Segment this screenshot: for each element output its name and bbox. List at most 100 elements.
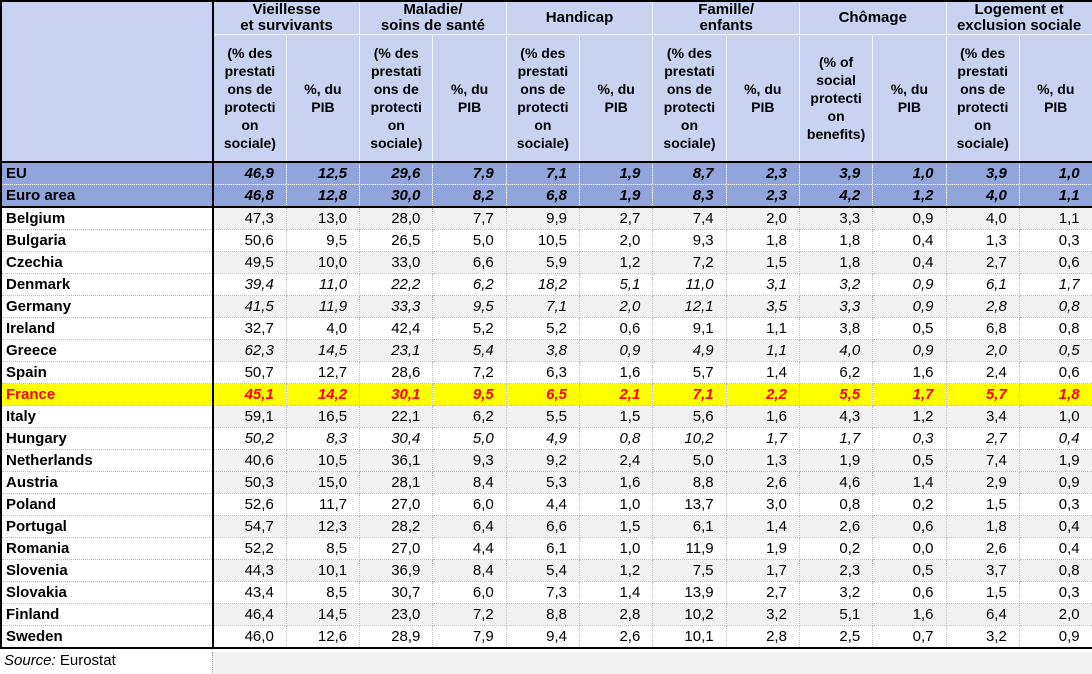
value-cell: 6,6 — [505, 514, 581, 538]
value-cell: 0,4 — [1018, 426, 1092, 450]
value-cell: 1,7 — [725, 426, 800, 450]
value-cell: 6,8 — [505, 183, 581, 208]
table-row: Sweden 46,0 12,6 28,9 7,9 9,4 2,6 10,1 2,8 2,5 0,7… — [0, 624, 1092, 648]
value-cell: 9,9 — [505, 206, 581, 230]
value-cell: 7,2 — [652, 250, 727, 274]
value-cell: 14,5 — [285, 602, 361, 626]
sub-header-share: (% des prestati ons de protecti on socia… — [505, 34, 581, 163]
value-cell: 8,8 — [505, 602, 581, 626]
value-cell: 10,2 — [652, 426, 727, 450]
sub-header-gdp: %, du PIB — [285, 34, 361, 163]
value-cell: 2,0 — [579, 228, 654, 252]
value-cell: 2,2 — [725, 382, 800, 406]
value-cell: 0,9 — [872, 338, 947, 362]
category-header: Chômage — [798, 0, 947, 35]
value-cell: 1,8 — [725, 228, 800, 252]
value-cell: 0,7 — [872, 624, 947, 648]
value-cell: 5,3 — [505, 470, 581, 494]
value-cell: 28,9 — [359, 624, 434, 648]
value-cell: 22,1 — [359, 404, 434, 428]
value-cell: 47,3 — [212, 206, 287, 230]
table-row: Ireland 32,7 4,0 42,4 5,2 5,2 0,6 9,1 1,1 3,8 0,5 6… — [0, 316, 1092, 340]
value-cell: 9,5 — [432, 294, 507, 318]
value-cell: 0,9 — [1018, 470, 1092, 494]
value-cell: 3,2 — [798, 272, 874, 296]
category-header: Vieillesse et survivants — [212, 0, 361, 35]
value-cell: 2,0 — [725, 206, 800, 230]
value-cell: 7,4 — [945, 448, 1020, 472]
country-cell: Netherlands — [0, 448, 214, 472]
value-cell: 11,9 — [652, 536, 727, 560]
table-row: Czechia 49,5 10,0 33,0 6,6 5,9 1,2 7,2 1,5 1,8 0,4… — [0, 250, 1092, 274]
value-cell: 3,9 — [798, 161, 874, 185]
value-cell: 5,4 — [432, 338, 507, 362]
value-cell: 39,4 — [212, 272, 287, 296]
value-cell: 1,6 — [725, 404, 800, 428]
value-cell: 9,3 — [432, 448, 507, 472]
value-cell: 1,8 — [798, 228, 874, 252]
value-cell: 2,6 — [798, 514, 874, 538]
value-cell: 6,2 — [432, 404, 507, 428]
value-cell: 41,5 — [212, 294, 287, 318]
country-cell: Poland — [0, 492, 214, 516]
value-cell: 5,0 — [652, 448, 727, 472]
value-cell: 2,3 — [725, 183, 800, 208]
source-label: Source: — [4, 651, 56, 669]
value-cell: 1,0 — [579, 536, 654, 560]
value-cell: 1,2 — [872, 404, 947, 428]
country-cell: Denmark — [0, 272, 214, 296]
value-cell: 0,9 — [872, 272, 947, 296]
value-cell: 1,7 — [798, 426, 874, 450]
value-cell: 59,1 — [212, 404, 287, 428]
value-cell: 2,9 — [945, 470, 1020, 494]
value-cell: 45,1 — [212, 382, 287, 406]
value-cell: 10,0 — [285, 250, 361, 274]
value-cell: 3,8 — [505, 338, 581, 362]
value-cell: 10,5 — [285, 448, 361, 472]
value-cell: 1,2 — [579, 250, 654, 274]
value-cell: 6,0 — [432, 492, 507, 516]
value-cell: 50,6 — [212, 228, 287, 252]
value-cell: 5,1 — [798, 602, 874, 626]
value-cell: 30,0 — [359, 183, 434, 208]
value-cell: 3,7 — [945, 558, 1020, 582]
value-cell: 1,1 — [1018, 206, 1092, 230]
value-cell: 22,2 — [359, 272, 434, 296]
value-cell: 3,5 — [725, 294, 800, 318]
value-cell: 1,3 — [725, 448, 800, 472]
sheet-background-strip — [212, 651, 1092, 674]
value-cell: 5,2 — [432, 316, 507, 340]
value-cell: 1,2 — [872, 183, 947, 208]
value-cell: 8,7 — [652, 161, 727, 185]
value-cell: 12,5 — [285, 161, 361, 185]
value-cell: 0,5 — [1018, 338, 1092, 362]
value-cell: 9,5 — [432, 382, 507, 406]
value-cell: 4,4 — [505, 492, 581, 516]
value-cell: 2,7 — [945, 250, 1020, 274]
value-cell: 0,4 — [1018, 536, 1092, 560]
value-cell: 32,7 — [212, 316, 287, 340]
value-cell: 1,5 — [945, 580, 1020, 604]
value-cell: 8,8 — [652, 470, 727, 494]
value-cell: 0,5 — [872, 558, 947, 582]
value-cell: 52,2 — [212, 536, 287, 560]
footer: Source: Eurostat — [0, 648, 1092, 674]
value-cell: 26,5 — [359, 228, 434, 252]
value-cell: 9,5 — [285, 228, 361, 252]
value-cell: 1,4 — [725, 360, 800, 384]
value-cell: 8,3 — [285, 426, 361, 450]
value-cell: 0,6 — [1018, 360, 1092, 384]
value-cell: 7,2 — [432, 360, 507, 384]
country-cell: Romania — [0, 536, 214, 560]
value-cell: 8,3 — [652, 183, 727, 208]
country-cell: Sweden — [0, 624, 214, 648]
value-cell: 1,8 — [798, 250, 874, 274]
country-cell: Finland — [0, 602, 214, 626]
value-cell: 11,7 — [285, 492, 361, 516]
value-cell: 5,0 — [432, 426, 507, 450]
value-cell: 29,6 — [359, 161, 434, 185]
table-row: Romania 52,2 8,5 27,0 4,4 6,1 1,0 11,9 1,9 0,2 0,0… — [0, 536, 1092, 560]
value-cell: 10,1 — [285, 558, 361, 582]
value-cell: 2,0 — [579, 294, 654, 318]
value-cell: 6,3 — [505, 360, 581, 384]
